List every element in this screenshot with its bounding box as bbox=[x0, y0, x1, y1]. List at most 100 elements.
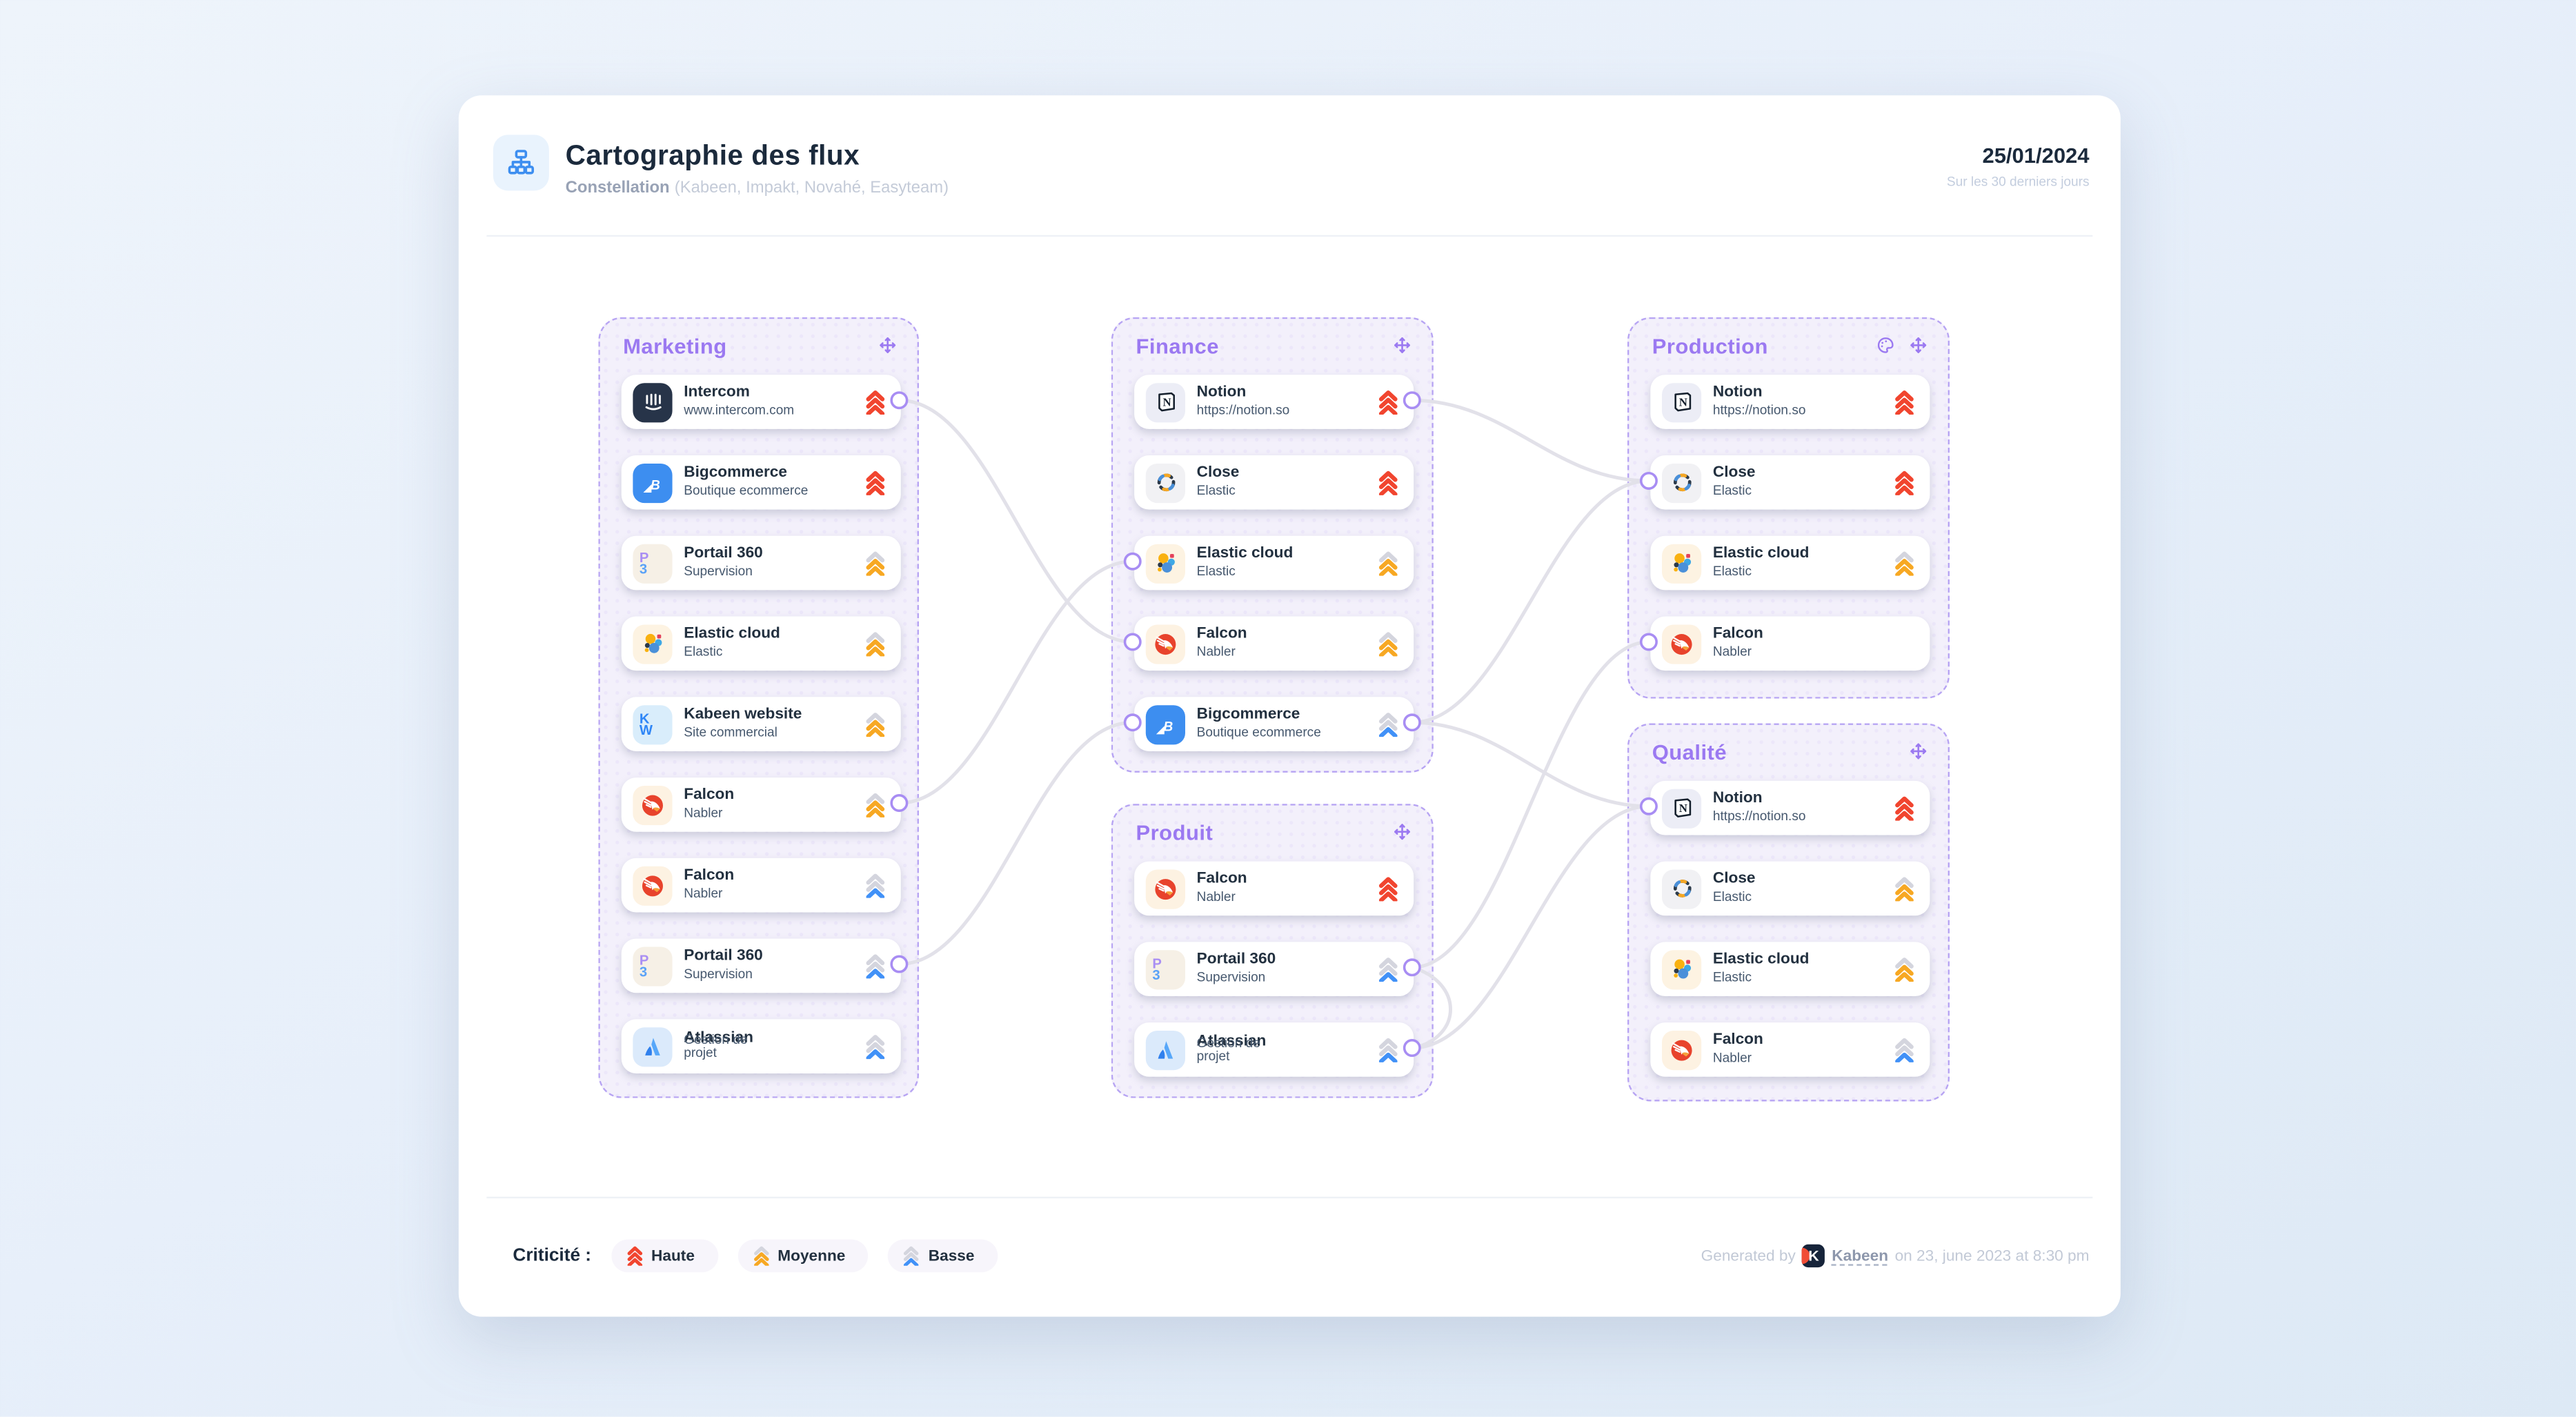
app-card-portail-360[interactable]: P 3 Portail 360 Supervision bbox=[621, 938, 901, 993]
app-card-text: Elastic cloud Elastic bbox=[1713, 545, 1810, 579]
app-card-atlassian[interactable]: Atlassian Gestion de projet bbox=[1134, 1022, 1414, 1077]
report-period: Sur les 30 derniers jours bbox=[1946, 174, 2090, 190]
app-card-text: Falcon Nabler bbox=[1196, 870, 1247, 905]
criticality-moyenne-icon bbox=[1894, 551, 1915, 576]
app-subtitle: Gestion de projet bbox=[684, 1032, 748, 1061]
connector-port[interactable] bbox=[1403, 958, 1421, 977]
connector-port[interactable] bbox=[1403, 391, 1421, 410]
app-card-text: Bigcommerce Boutique ecommerce bbox=[684, 464, 808, 499]
legend-pill-label: Haute bbox=[651, 1247, 695, 1265]
app-subtitle: Nabler bbox=[1196, 889, 1236, 905]
app-name: Atlassian bbox=[684, 1029, 753, 1048]
generated-prefix: Generated by bbox=[1701, 1247, 1796, 1265]
app-card-falcon[interactable]: Falcon Nabler bbox=[1650, 1022, 1930, 1077]
connector-port[interactable] bbox=[1123, 633, 1142, 651]
app-card-elastic-cloud[interactable]: Elastic cloud Elastic bbox=[1650, 942, 1930, 996]
criticality-moyenne-icon bbox=[1894, 875, 1915, 902]
legend-pill-haute: Haute bbox=[611, 1239, 718, 1273]
page-subtitle: Constellation (Kabeen, Impakt, Novahé, Ea… bbox=[566, 179, 949, 197]
connector-port[interactable] bbox=[1403, 1039, 1421, 1058]
app-card-text: Portail 360 Supervision bbox=[1196, 951, 1276, 986]
app-card-notion[interactable]: N Notion https://notion.so bbox=[1650, 375, 1930, 429]
criticality-basse-icon bbox=[903, 1246, 920, 1267]
app-card-text: Elastic cloud Elastic bbox=[1196, 544, 1294, 579]
connector-port[interactable] bbox=[890, 794, 909, 812]
connector-port[interactable] bbox=[1639, 471, 1658, 490]
criticality-haute-icon bbox=[1894, 795, 1915, 821]
app-name: Portail 360 bbox=[684, 544, 763, 563]
group-tools bbox=[878, 335, 898, 355]
app-subtitle: Supervision bbox=[1196, 970, 1266, 986]
app-card-elastic-cloud[interactable]: Elastic cloud Elastic bbox=[1134, 535, 1414, 591]
criticality-moyenne-icon bbox=[1894, 956, 1915, 982]
app-subtitle: Elastic bbox=[684, 644, 723, 660]
group-tools bbox=[1908, 742, 1928, 762]
notion-app-icon: N bbox=[1662, 788, 1702, 828]
close-app-icon bbox=[1145, 462, 1185, 502]
app-name: Portail 360 bbox=[1196, 951, 1276, 969]
app-card-kabeen-website[interactable]: K W Kabeen website Site commercial bbox=[621, 697, 901, 751]
svg-text:N: N bbox=[1678, 396, 1687, 409]
app-card-text: Close Elastic bbox=[1713, 464, 1756, 499]
app-subtitle: Nabler bbox=[684, 886, 723, 902]
bigcommerce-app-icon: B bbox=[1145, 704, 1185, 744]
connector-port[interactable] bbox=[1639, 633, 1658, 651]
connector-port[interactable] bbox=[1123, 713, 1142, 732]
move-icon[interactable] bbox=[878, 335, 898, 355]
app-name: Notion bbox=[1196, 384, 1247, 402]
connector-port[interactable] bbox=[1639, 797, 1658, 815]
criticality-moyenne-icon bbox=[864, 631, 886, 657]
legend-pill-label: Basse bbox=[928, 1247, 975, 1265]
connector-port[interactable] bbox=[890, 955, 909, 973]
author-link[interactable]: Kabeen bbox=[1832, 1247, 1889, 1265]
app-card-intercom[interactable]: Intercom www.intercom.com bbox=[621, 375, 901, 429]
app-card-falcon[interactable]: Falcon Nabler bbox=[621, 858, 901, 913]
legend-pill-basse: Basse bbox=[888, 1239, 998, 1273]
falcon-app-icon bbox=[1662, 1029, 1702, 1070]
app-card-portail-360[interactable]: P 3 Portail 360 Supervision bbox=[621, 535, 901, 591]
move-icon[interactable] bbox=[1908, 742, 1928, 762]
flowmap-app-icon bbox=[493, 135, 549, 191]
generated-suffix: on 23, june 2023 at 8:30 pm bbox=[1894, 1247, 2090, 1265]
app-card-notion[interactable]: N Notion https://notion.so bbox=[1134, 375, 1414, 429]
criticality-basse-icon bbox=[1378, 956, 1399, 982]
criticality-basse-icon bbox=[864, 953, 886, 979]
app-card-portail-360[interactable]: P 3 Portail 360 Supervision bbox=[1134, 942, 1414, 996]
criticality-moyenne-icon bbox=[864, 711, 886, 737]
app-card-falcon[interactable]: Falcon Nabler bbox=[621, 777, 901, 832]
app-card-elastic-cloud[interactable]: Elastic cloud Elastic bbox=[1650, 535, 1930, 591]
app-card-falcon[interactable]: Falcon Nabler bbox=[1134, 861, 1414, 916]
group-finance: Finance N Notion https://notion.so Close Elas… bbox=[1111, 317, 1434, 773]
app-card-text: Falcon Nabler bbox=[684, 867, 734, 902]
legend-pills: Haute Moyenne Basse bbox=[611, 1239, 1018, 1273]
move-icon[interactable] bbox=[1392, 822, 1412, 842]
move-icon[interactable] bbox=[1908, 335, 1928, 355]
app-card-close[interactable]: Close Elastic bbox=[1134, 455, 1414, 510]
palette-icon[interactable] bbox=[1876, 335, 1896, 355]
elastic-app-icon bbox=[633, 624, 673, 664]
connector-port[interactable] bbox=[890, 391, 909, 410]
connector-port[interactable] bbox=[1123, 552, 1142, 571]
app-card-atlassian[interactable]: Atlassian Gestion de projet bbox=[621, 1019, 901, 1073]
move-icon[interactable] bbox=[1392, 335, 1412, 355]
group-title: Finance bbox=[1136, 333, 1219, 359]
app-card-bigcommerce[interactable]: B Bigcommerce Boutique ecommerce bbox=[1134, 697, 1414, 751]
svg-text:B: B bbox=[1163, 719, 1173, 733]
close-app-icon bbox=[1662, 462, 1702, 502]
connector-port[interactable] bbox=[1403, 713, 1421, 732]
app-card-bigcommerce[interactable]: B Bigcommerce Boutique ecommerce bbox=[621, 455, 901, 510]
app-card-elastic-cloud[interactable]: Elastic cloud Elastic bbox=[621, 616, 901, 671]
app-card-close[interactable]: Close Elastic bbox=[1650, 861, 1930, 916]
svg-text:N: N bbox=[1678, 802, 1687, 815]
app-card-falcon[interactable]: Falcon Nabler bbox=[1134, 616, 1414, 671]
app-card-text: Atlassian Gestion de projet bbox=[684, 1031, 760, 1062]
app-name: Falcon bbox=[1196, 870, 1247, 889]
app-card-notion[interactable]: N Notion https://notion.so bbox=[1650, 780, 1930, 835]
criticality-haute-icon bbox=[864, 389, 886, 415]
notion-app-icon: N bbox=[1662, 382, 1702, 422]
app-subtitle: Elastic bbox=[1196, 564, 1236, 579]
app-name: Elastic cloud bbox=[1196, 544, 1294, 563]
app-card-close[interactable]: Close Elastic bbox=[1650, 455, 1930, 510]
app-card-falcon[interactable]: Falcon Nabler bbox=[1650, 616, 1930, 671]
